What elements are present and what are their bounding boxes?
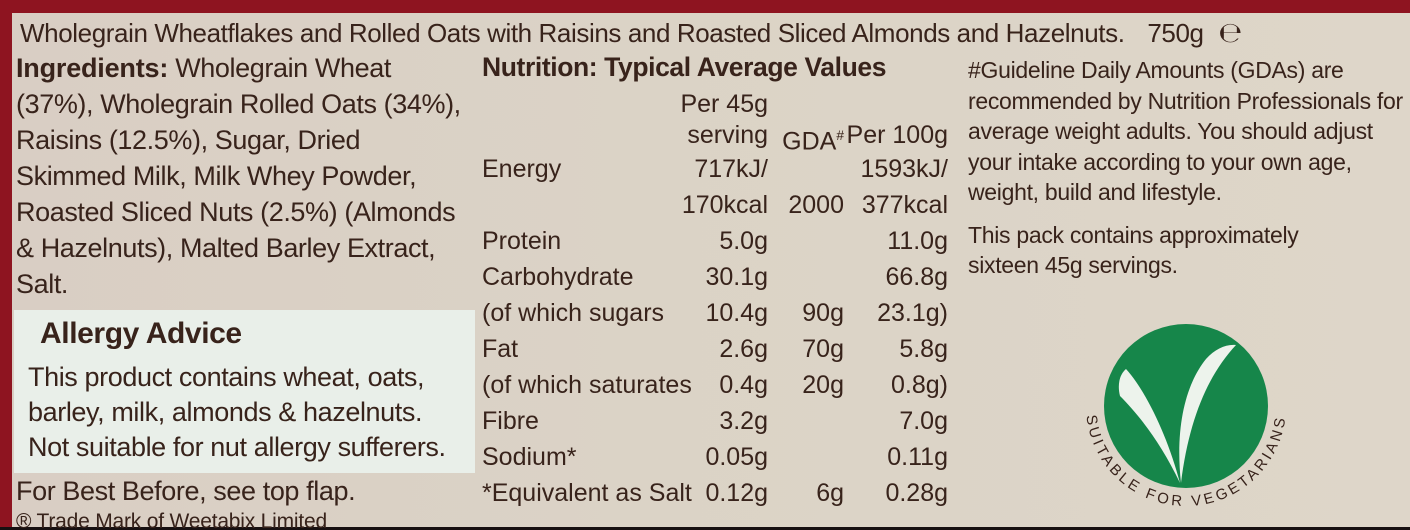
col-header-per-serving-line2: serving	[687, 121, 768, 149]
allergy-advice-box: Allergy Advice This product contains whe…	[14, 310, 475, 473]
nutrition-header-row-1: Per 45g	[482, 89, 952, 120]
table-row-sodium: Sodium* 0.05g 0.11g	[482, 443, 948, 471]
right-column: #Guideline Daily Amounts (GDAs) are reco…	[968, 55, 1410, 281]
table-row-carbohydrate: Carbohydrate 30.1g 66.8g	[482, 263, 948, 291]
table-row-sugars: (of which sugars 10.4g 90g 23.1g)	[482, 299, 948, 327]
product-description-text: Wholegrain Wheatflakes and Rolled Oats w…	[20, 18, 1125, 48]
vegetarian-v-icon-left	[1118, 369, 1180, 483]
col-header-gda: GDA#	[782, 127, 844, 156]
gda-footnote-marker: #	[836, 128, 844, 143]
table-row-fat: Fat 2.6g 70g 5.8g	[482, 335, 948, 363]
table-row-protein: Protein 5.0g 11.0g	[482, 227, 948, 255]
nutrition-heading: Nutrition: Typical Average Values	[482, 52, 887, 82]
servings-note: This pack contains approximately sixteen…	[968, 221, 1299, 279]
net-weight: 750g	[1147, 18, 1204, 48]
product-description-line: Wholegrain Wheatflakes and Rolled Oats w…	[20, 16, 1404, 49]
bottom-edge-line	[0, 527, 1410, 530]
allergy-advice-text: This product contains wheat, oats, barle…	[28, 362, 446, 462]
col-header-per-100g: Per 100g	[846, 121, 948, 149]
red-left-band	[0, 0, 12, 530]
table-row-salt-equivalent: *Equivalent as Salt 0.12g 6g 0.28g	[482, 479, 948, 507]
table-row-energy: Energy 717kJ/ 1593kJ/	[482, 155, 948, 183]
nutrition-table: Per 45g serving GDA# Per 100g Energy 717…	[482, 89, 952, 511]
table-row-energy-kcal: 170kcal 2000 377kcal	[681, 191, 948, 219]
table-row-saturates: (of which saturates 0.4g 20g 0.8g)	[482, 371, 948, 399]
ingredients-text: Wholegrain Wheat (37%), Wholegrain Rolle…	[16, 53, 461, 299]
nutrition-header-row-2: serving GDA# Per 100g	[482, 120, 952, 155]
best-before-note: For Best Before, see top flap.	[16, 476, 356, 506]
vegetarian-v-icon	[1179, 344, 1236, 483]
red-top-band	[0, 0, 1410, 13]
nutrition-column: Nutrition: Typical Average Values Per 45…	[482, 52, 952, 511]
ingredients-label: Ingredients:	[16, 53, 169, 83]
gda-note: #Guideline Daily Amounts (GDAs) are reco…	[968, 57, 1403, 205]
allergy-advice-heading: Allergy Advice	[40, 317, 242, 350]
ingredients-paragraph: Ingredients: Wholegrain Wheat (37%), Who…	[16, 50, 472, 302]
table-row-fibre: Fibre 3.2g 7.0g	[482, 407, 948, 435]
left-column: Ingredients: Wholegrain Wheat (37%), Who…	[14, 50, 475, 530]
trademark-note: ® Trade Mark of Weetabix Limited	[16, 510, 327, 530]
suitable-for-vegetarians-logo: SUITABLE FOR VEGETARIANS	[1082, 324, 1286, 510]
estimated-sign: ℮	[1218, 16, 1242, 49]
col-header-per-serving-line1: Per 45g	[680, 90, 768, 118]
